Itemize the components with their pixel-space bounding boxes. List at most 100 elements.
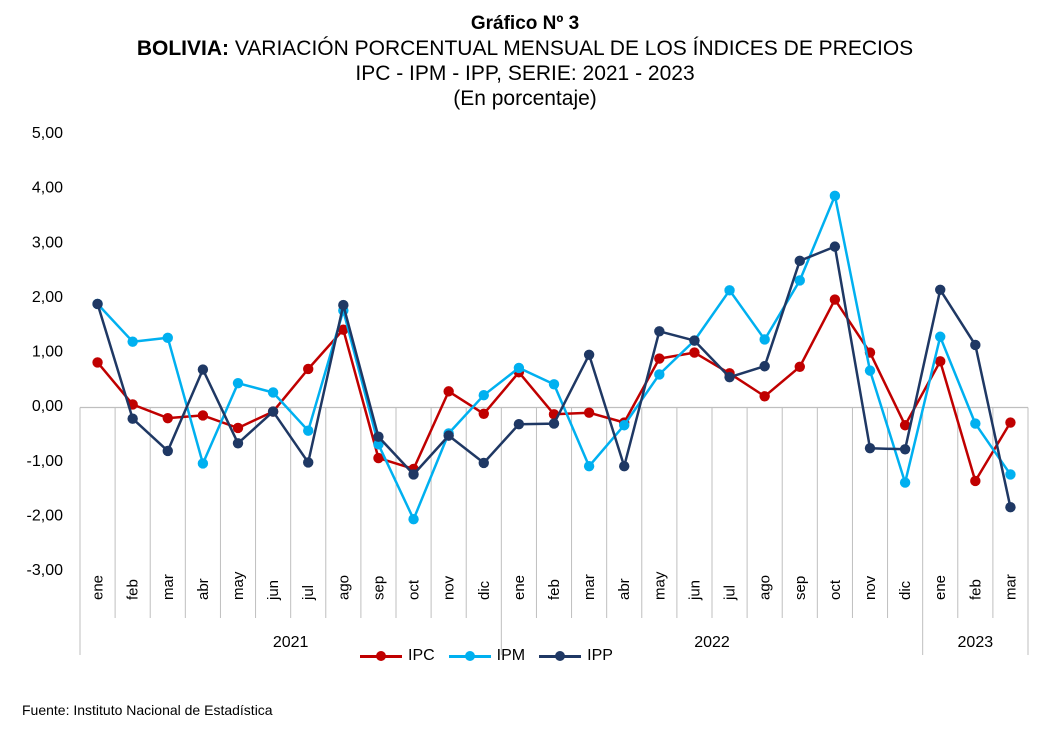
- data-point-ipp: [899, 444, 911, 455]
- subtitle-country: BOLIVIA:: [136, 37, 229, 60]
- data-point-ipp: [478, 457, 489, 469]
- legend-label-ipp: IPP: [587, 647, 613, 664]
- data-point-ipm: [408, 513, 419, 525]
- x-tick-label: may: [230, 571, 247, 600]
- legend-marker-ipp: [539, 650, 582, 662]
- x-tick-label: mar: [160, 574, 177, 600]
- data-point-ipp: [443, 430, 454, 441]
- data-point-ipp: [724, 371, 735, 383]
- x-tick-label: jul: [722, 585, 739, 601]
- data-point-ipm: [548, 379, 560, 390]
- data-point-ipc: [829, 294, 841, 305]
- series-line-ipp: [96, 245, 1012, 508]
- y-tick-label: 2,00: [32, 289, 63, 306]
- data-point-ipp: [548, 418, 560, 429]
- x-tick-label: ene: [90, 575, 107, 600]
- legend-item-ipm: IPM: [448, 647, 526, 665]
- y-tick-label: 4,00: [32, 180, 63, 197]
- data-point-ipp: [92, 298, 103, 310]
- x-tick-label: jun: [686, 580, 703, 601]
- x-tick-label: feb: [125, 579, 142, 600]
- data-point-ipc: [654, 353, 665, 364]
- data-point-ipm: [267, 387, 279, 398]
- data-point-ipp: [513, 418, 525, 430]
- x-tick-label: oct: [406, 579, 423, 600]
- subtitle-text: VARIACIÓN PORCENTUAL MENSUAL DE LOS ÍNDI…: [228, 37, 914, 60]
- x-tick-label: ago: [335, 575, 352, 600]
- legend-marker-ipc: [360, 650, 402, 662]
- data-point-ipc: [970, 475, 981, 487]
- data-point-ipm: [970, 418, 981, 429]
- chart-legend: IPC IPM IPP: [360, 645, 613, 667]
- data-point-ipm: [127, 336, 138, 347]
- data-point-ipc: [373, 452, 384, 464]
- data-point-ipc: [759, 391, 770, 402]
- data-point-ipm: [513, 362, 525, 374]
- x-tick-label: feb: [967, 579, 984, 600]
- data-point-ipp: [829, 241, 841, 252]
- x-tick-label: dic: [897, 580, 914, 600]
- legend-item-ipp: IPP: [539, 647, 613, 665]
- data-point-ipm: [373, 439, 384, 450]
- data-point-ipp: [197, 364, 209, 375]
- data-point-ipc: [935, 356, 946, 367]
- data-point-ipc: [689, 347, 700, 358]
- chart-title: Gráfico Nº 3: [470, 13, 580, 34]
- data-point-ipm: [759, 334, 770, 345]
- year-label: 2022: [694, 634, 730, 651]
- data-point-ipp: [935, 284, 946, 295]
- data-point-ipm: [794, 275, 805, 286]
- data-point-ipc: [794, 361, 805, 372]
- y-tick-label: 1,00: [32, 344, 63, 361]
- data-point-ipm: [654, 369, 665, 380]
- data-point-ipp: [794, 255, 805, 267]
- data-point-ipp: [583, 349, 595, 360]
- data-point-ipm: [1005, 469, 1016, 480]
- data-point-ipm: [724, 285, 735, 296]
- chart-units: (En porcentaje): [453, 87, 597, 110]
- data-point-ipc: [583, 407, 595, 418]
- x-tick-label: abr: [616, 578, 633, 600]
- x-tick-label: abr: [195, 578, 212, 600]
- data-point-ipm: [232, 377, 244, 389]
- data-point-ipp: [970, 339, 981, 351]
- legend-label-ipm: IPM: [496, 647, 526, 664]
- x-tick-label: oct: [827, 579, 844, 600]
- y-tick-label: -3,00: [27, 562, 64, 579]
- y-tick-label: 0,00: [32, 398, 63, 415]
- data-point-ipp: [619, 461, 630, 472]
- data-point-ipm: [197, 458, 209, 469]
- data-point-ipc: [92, 357, 103, 368]
- data-point-ipp: [267, 406, 279, 417]
- x-tick-label: sep: [370, 576, 387, 600]
- data-point-ipp: [759, 361, 770, 372]
- data-point-ipp: [864, 442, 876, 454]
- data-point-ipc: [443, 386, 454, 397]
- data-point-ipp: [1005, 501, 1016, 513]
- data-point-ipc: [232, 422, 244, 434]
- x-tick-label: dic: [476, 580, 493, 600]
- data-point-ipm: [478, 390, 489, 401]
- data-point-ipc: [162, 412, 173, 424]
- x-tick-label: ene: [511, 575, 528, 600]
- data-point-ipp: [127, 413, 138, 424]
- data-point-ipp: [654, 326, 665, 337]
- x-tick-label: mar: [1002, 574, 1019, 600]
- x-tick-label: ene: [932, 575, 949, 600]
- x-tick-label: ago: [757, 575, 774, 600]
- x-tick-label: feb: [546, 579, 563, 600]
- data-point-ipm: [619, 420, 630, 431]
- data-point-ipc: [338, 324, 349, 335]
- legend-marker-ipm: [448, 650, 491, 662]
- data-point-ipc: [303, 363, 314, 375]
- y-tick-label: -2,00: [27, 507, 64, 524]
- source-note: Fuente: Instituto Nacional de Estadístic…: [22, 702, 273, 718]
- x-tick-label: sep: [792, 576, 809, 600]
- data-point-ipm: [864, 365, 876, 376]
- data-point-ipc: [1005, 417, 1016, 428]
- data-point-ipp: [162, 445, 173, 457]
- data-point-ipm: [899, 477, 911, 488]
- data-point-ipm: [303, 425, 314, 436]
- data-point-ipm: [829, 190, 841, 202]
